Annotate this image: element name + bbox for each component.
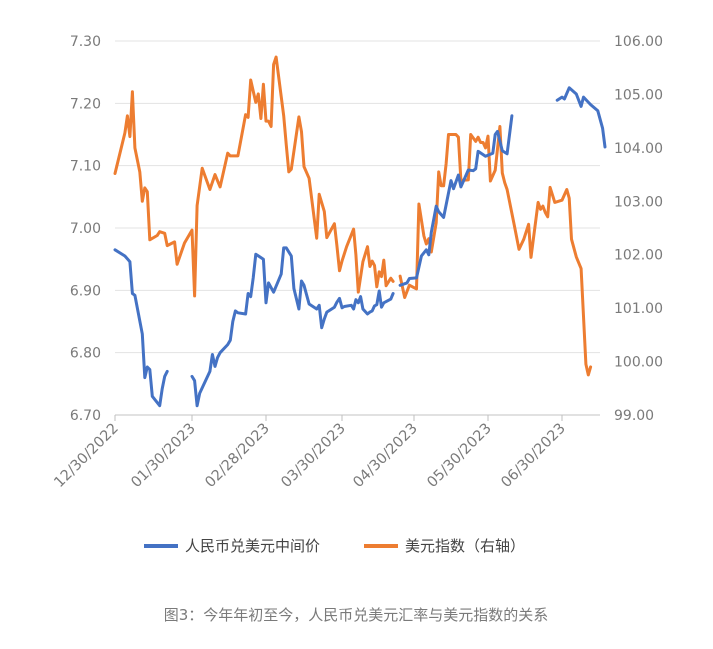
legend: 人民币兑美元中间价 美元指数（右轴） [144, 537, 525, 555]
y-right-tick-label: 99.00 [614, 408, 654, 424]
x-tick-label: 02/28/2023 [202, 421, 272, 491]
x-tick-label: 05/30/2023 [424, 421, 494, 491]
y-left-tick-label: 6.70 [70, 408, 101, 424]
y-right-tick-label: 101.00 [614, 301, 663, 317]
y-left-tick-label: 6.90 [70, 283, 101, 299]
dxy-line [398, 125, 593, 377]
usdcny-line [113, 248, 169, 408]
legend-label-dxy: 美元指数（右轴） [405, 537, 525, 555]
x-tick-label: 04/30/2023 [350, 421, 420, 491]
y-axis-left-labels: 7.30 7.20 7.10 7.00 6.90 6.80 6.70 [70, 34, 101, 424]
usdcny-line [398, 114, 514, 287]
y-right-tick-label: 104.00 [614, 141, 663, 157]
usdcny-line [190, 246, 395, 408]
y-left-tick-label: 7.00 [70, 221, 101, 237]
legend-label-usdcny: 人民币兑美元中间价 [185, 537, 320, 555]
usdcny-line [555, 86, 607, 149]
y-left-tick-label: 7.10 [70, 159, 101, 175]
figure-caption: 图3：今年年初至今，人民币兑美元汇率与美元指数的关系 [164, 606, 549, 624]
x-tick-label: 01/30/2023 [128, 421, 198, 491]
y-left-tick-label: 6.80 [70, 346, 101, 362]
y-left-tick-label: 7.30 [70, 34, 101, 50]
y-axis-right-labels: 106.00 105.00 104.00 103.00 102.00 101.00 100.… [614, 34, 663, 424]
series-lines [113, 55, 607, 408]
x-tick-label: 06/30/2023 [498, 421, 568, 491]
y-left-tick-label: 7.20 [70, 96, 101, 112]
x-axis-ticks: 12/30/2022 01/30/2023 02/28/2023 03/30/2023… [51, 415, 569, 491]
x-tick-label: 03/30/2023 [278, 421, 348, 491]
y-right-tick-label: 106.00 [614, 34, 663, 50]
y-right-tick-label: 105.00 [614, 87, 663, 103]
y-right-tick-label: 102.00 [614, 248, 663, 264]
dxy-line [113, 55, 395, 298]
grid-lines [115, 40, 600, 354]
y-right-tick-label: 100.00 [614, 355, 663, 371]
y-right-tick-label: 103.00 [614, 194, 663, 210]
x-tick-label: 12/30/2022 [51, 421, 121, 491]
